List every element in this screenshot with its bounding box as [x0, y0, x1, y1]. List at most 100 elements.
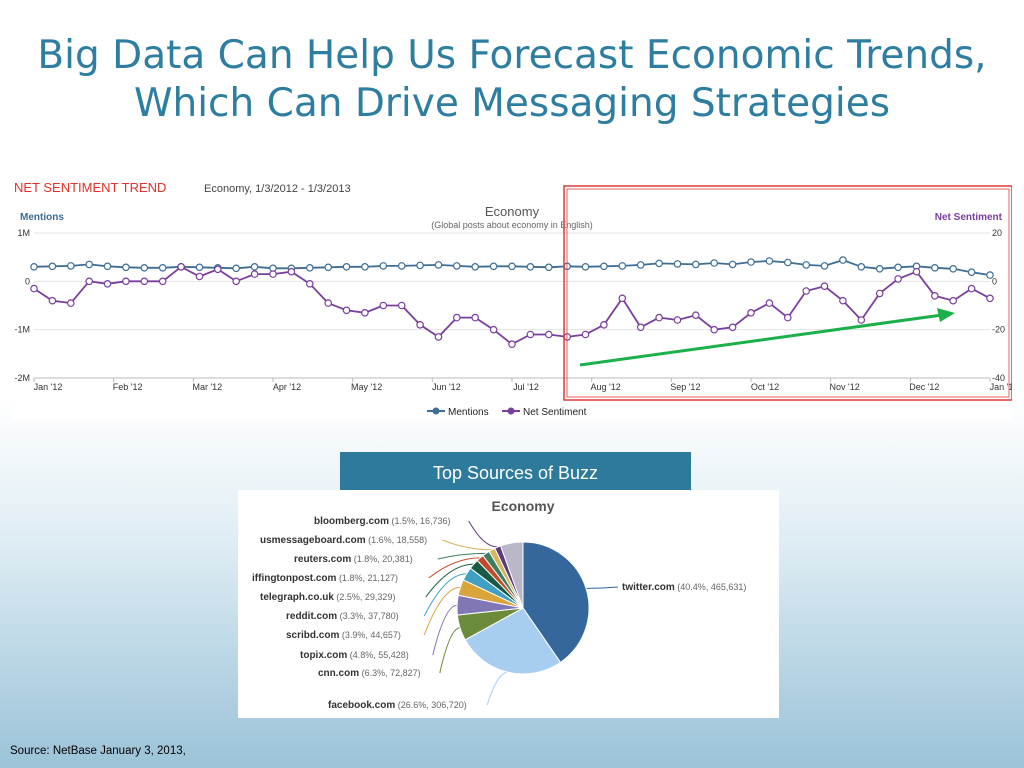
mentions-point [342, 263, 351, 271]
pie-label: iffingtonpost.com (1.8%, 21,127) [252, 573, 398, 584]
left-tick-label: -1M [15, 325, 31, 335]
right-tick-label: 0 [992, 276, 997, 286]
mentions-point [232, 264, 241, 273]
net-sentiment-trend-panel: NET SENTIMENT TREND Economy, 1/3/2012 - … [12, 178, 1012, 420]
mentions-point [636, 261, 645, 269]
net-sentiment-point [489, 325, 498, 334]
net-sentiment-point [85, 277, 94, 286]
x-tick-label: Jul '12 [513, 382, 539, 392]
pie-connector [432, 604, 458, 656]
mentions-point [894, 263, 902, 272]
title-line-2: Which Can Drive Messaging Strategies [133, 81, 891, 126]
mentions-point [250, 263, 259, 271]
net-sentiment-point [802, 287, 811, 295]
mentions-point [600, 262, 608, 271]
pie-label: reddit.com (3.3%, 37,780) [286, 611, 399, 622]
trend-panel-subheading: Economy, 1/3/2012 - 1/3/2013 [204, 183, 351, 195]
net-sentiment-point [618, 294, 627, 303]
mentions-point [66, 262, 75, 270]
pie-slice [522, 541, 590, 664]
pie-connector [585, 586, 619, 589]
mentions-point [140, 264, 149, 272]
net-sentiment-point [103, 280, 112, 288]
mentions-point [48, 262, 57, 271]
pie-label: facebook.com (26.6%, 306,720) [328, 700, 467, 711]
net-sentiment-point [140, 277, 149, 286]
mentions-point [489, 262, 498, 271]
net-sentiment-point [214, 265, 222, 274]
mentions-point [655, 259, 663, 268]
pie-connectors [423, 520, 619, 706]
top-sources-pie-chart: Economy twitter.com (40.4%, 465,631) face… [252, 498, 746, 711]
net-sentiment-point [250, 270, 259, 278]
mentions-point [452, 262, 461, 270]
net-sentiment-point [508, 340, 516, 349]
x-tick-label: Dec '12 [909, 382, 939, 392]
pie-connector [428, 557, 481, 579]
left-tick-label: 1M [17, 228, 30, 238]
x-tick-label: Feb '12 [113, 382, 143, 392]
net-sentiment-point [581, 330, 590, 339]
highlight-box [563, 185, 1012, 401]
mentions-point [103, 262, 112, 271]
pie-connector [425, 563, 474, 598]
legend-item-mentions[interactable]: Mentions [427, 407, 489, 418]
pie-connector [437, 552, 486, 560]
net-sentiment-point [177, 263, 185, 271]
mentions-point [397, 262, 406, 270]
mentions-point [305, 264, 314, 272]
pie-slices [456, 541, 590, 675]
net-sentiment-line [33, 265, 991, 346]
x-tick-label: Apr '12 [273, 382, 301, 392]
net-sentiment-point [765, 299, 774, 307]
net-sentiment-point [967, 284, 976, 293]
pie-label: reuters.com (1.8%, 20,381) [294, 554, 413, 565]
top-sources-header: Top Sources of Buzz [340, 452, 691, 495]
x-tick-label: Sep '12 [670, 382, 700, 392]
mentions-point [324, 263, 333, 272]
net-sentiment-point [820, 282, 829, 291]
net-sentiment-point [857, 316, 866, 324]
chart-title: Economy [485, 204, 540, 219]
trend-legend: Mentions Net Sentiment [427, 407, 587, 418]
net-sentiment-point [361, 309, 369, 317]
right-tick-label: -40 [992, 373, 1005, 383]
x-tick-label: Aug '12 [591, 382, 621, 392]
net-sentiment-point [839, 296, 847, 305]
net-sentiment-point [471, 313, 480, 322]
net-sentiment-point [342, 306, 351, 315]
mentions-point [820, 262, 829, 270]
x-tick-label: Mar '12 [192, 382, 222, 392]
mentions-point [949, 265, 958, 273]
net-sentiment-point [526, 330, 535, 339]
x-tick-label: Jun '12 [432, 382, 461, 392]
mentions-point [747, 258, 755, 266]
mentions-point [30, 263, 38, 271]
net-sentiment-point [158, 277, 167, 286]
mentions-point [434, 261, 443, 269]
legend-label-mentions: Mentions [448, 407, 489, 418]
left-tick-label: -2M [15, 373, 31, 383]
x-tick-label: Nov '12 [830, 382, 860, 392]
pie-label: scribd.com (3.9%, 44,657) [286, 630, 401, 641]
mentions-point [85, 260, 94, 269]
mentions-point [544, 263, 553, 272]
trend-axis-ticks: 1M 0 -1M -2M 20 0 -20 -40 Jan '12 Feb '12 Mar '12 A… [15, 228, 1013, 392]
mentions-point [728, 260, 737, 269]
legend-item-net-sentiment[interactable]: Net Sentiment [502, 407, 587, 418]
pie-label: telegraph.co.uk (2.5%, 29,329) [260, 592, 395, 603]
net-sentiment-point [949, 296, 958, 305]
mentions-point [710, 259, 719, 267]
net-sentiment-point [655, 313, 663, 322]
slide-title: Big Data Can Help Us Forecast Economic T… [0, 32, 1024, 128]
source-note: Source: NetBase January 3, 2013, [10, 745, 186, 757]
trend-series [30, 256, 994, 349]
net-sentiment-point [269, 270, 277, 278]
left-axis-label: Mentions [20, 212, 64, 223]
pie-labels: twitter.com (40.4%, 465,631) facebook.com… [252, 516, 746, 711]
net-sentiment-point [324, 299, 333, 307]
net-sentiment-point [930, 292, 939, 300]
mentions-point [765, 257, 774, 265]
net-sentiment-point [122, 277, 130, 286]
left-tick-label: 0 [25, 276, 30, 286]
